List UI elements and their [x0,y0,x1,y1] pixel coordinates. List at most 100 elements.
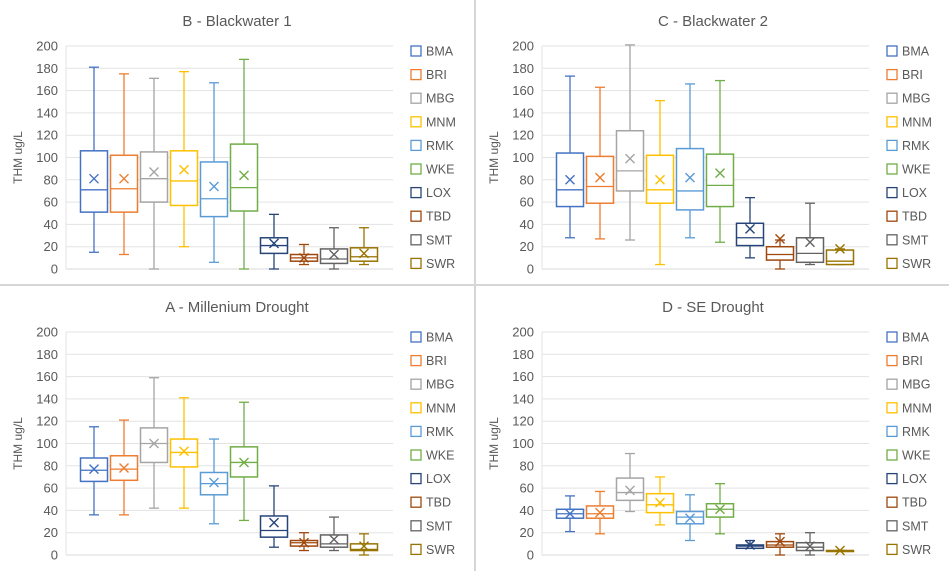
y-tick-label: 40 [520,503,534,518]
box-lox [259,485,289,548]
iqr-box [349,247,379,262]
legend-label: TBD [902,496,927,510]
y-tick-label: 180 [512,347,534,362]
y-axis-label: THM ug/L [487,131,501,184]
iqr-box [139,151,169,203]
y-tick-label: 100 [512,150,534,165]
mean-marker [625,153,635,164]
iqr-box [349,543,379,552]
legend-label: MBG [426,378,454,392]
y-tick-label: 100 [512,436,534,451]
y-tick-label: 0 [527,548,534,563]
y-axis-label: THM ug/L [487,417,501,470]
legend-swatch-icon [886,257,898,270]
legend-swatch-icon [886,210,898,222]
y-tick-label: 120 [512,414,534,429]
mean-marker [775,536,785,547]
box-mnm [645,99,675,266]
y-tick-label: 0 [527,262,534,277]
y-tick-label: 80 [44,458,58,473]
iqr-box [675,147,705,211]
legend-label: WKE [426,163,454,177]
legend-swatch-icon [410,68,422,81]
legend-swatch-icon [886,543,898,556]
legend-label: RMK [902,139,930,153]
box-lox [259,213,289,270]
legend-swatch-icon [886,186,898,199]
mean-marker [209,181,219,192]
mean-marker [269,517,279,528]
legend-swatch-icon [410,92,422,104]
box-mbg [615,452,645,513]
legend-label: MNM [426,401,456,415]
box-wke [705,79,735,243]
box-lox [735,196,765,259]
legend-label: TBD [902,210,927,224]
mean-marker [119,463,129,474]
legend-swatch-icon [886,68,898,81]
legend-swatch-icon [886,331,898,343]
box-smt [795,202,825,266]
legend-swatch-icon [410,402,422,414]
box-mnm [645,476,675,526]
y-tick-label: 140 [36,391,58,406]
legend-label: RMK [426,139,454,153]
legend-label: LOX [426,186,452,200]
legend-label: MNM [902,115,932,129]
mean-marker [835,545,845,556]
mean-marker [149,438,159,449]
y-tick-label: 60 [44,481,58,496]
y-tick-label: 100 [36,150,58,165]
mean-marker [655,174,665,185]
y-tick-label: 160 [36,369,58,384]
y-tick-label: 120 [512,128,534,143]
panel-millenium-drought: A - Millenium Drought 0 20 40 60 80 100 120 140 1… [0,286,474,571]
box-bri [109,73,139,256]
box-wke [705,482,735,535]
legend-swatch-icon [410,378,422,390]
legend-swatch-icon [886,496,898,508]
legend-swatch-icon [410,543,422,556]
legend-swatch-icon [410,449,422,461]
panel-blackwater-2: C - Blackwater 2 0 20 40 60 80 100 120 140 160 180… [476,0,949,285]
panel-se-drought: D - SE Drought 0 20 40 60 80 100 120 140 160 180 20… [476,286,949,571]
legend-label: TBD [426,496,451,510]
chart-svg: B - Blackwater 1 0 20 40 60 80 100 120 140 160 180… [11,13,456,277]
legend-label: MBG [902,378,930,392]
mean-marker [209,477,219,488]
mean-marker [239,170,249,181]
legend-swatch-icon [886,234,898,246]
mean-marker [715,504,725,515]
mean-marker [299,252,309,263]
mean-marker [595,507,605,518]
chart-svg: A - Millenium Drought 0 20 40 60 80 100 120 140 1… [11,299,456,563]
legend-swatch-icon [886,92,898,104]
y-tick-label: 80 [44,172,58,187]
y-tick-label: 100 [36,436,58,451]
box-mbg [139,77,169,270]
box-smt [795,532,825,556]
horizontal-divider [0,284,949,286]
y-tick-label: 120 [36,414,58,429]
chart-title: C - Blackwater 2 [658,13,768,30]
legend-label: BRI [426,354,447,368]
mean-marker [89,173,99,184]
legend-swatch-icon [410,210,422,222]
mean-marker [149,167,159,177]
mean-marker [359,541,369,552]
box-tbd [289,532,319,552]
box-wke [229,401,259,522]
box-rmk [199,438,229,525]
legend-swatch-icon [410,45,422,57]
y-tick-label: 80 [520,172,534,187]
chart-title: D - SE Drought [662,299,765,316]
legend-label: SWR [902,257,931,271]
box-tbd [289,243,319,266]
mean-marker [655,497,665,508]
mean-marker [745,223,755,234]
legend-swatch-icon [886,116,898,128]
legend-label: LOX [902,472,928,486]
legend-swatch-icon [410,472,422,485]
box-swr [349,533,379,556]
iqr-box [109,154,139,213]
